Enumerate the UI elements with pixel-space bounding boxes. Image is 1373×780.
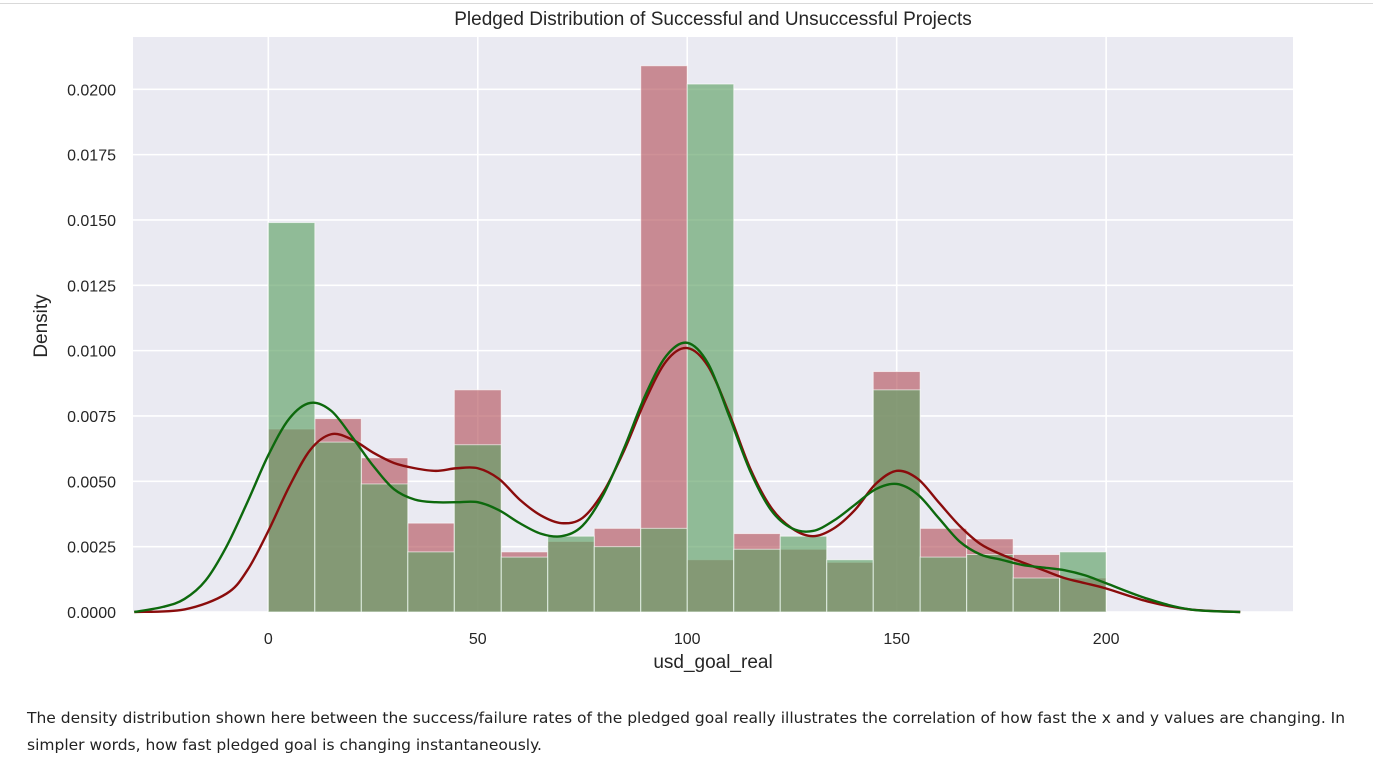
histogram-bar [453,444,502,613]
y-tick-label: 0.0025 [67,540,116,557]
histogram-bar [686,83,735,613]
y-tick-label: 0.0000 [67,605,116,622]
y-tick-label: 0.0150 [67,213,116,230]
y-tick-label: 0.0075 [67,409,116,426]
histogram-bar [547,535,595,613]
histogram-bar [360,483,409,613]
histogram-bar [640,65,688,613]
y-tick-label: 0.0175 [67,148,116,165]
histogram-bar [640,527,688,613]
histogram-bar [919,556,968,613]
y-tick-label: 0.0125 [67,278,116,295]
x-tick-label: 150 [883,631,910,648]
histogram-bar [733,548,781,613]
histogram-bar [1012,577,1061,613]
histogram-bar [314,441,362,613]
y-axis-label: Density [31,294,52,358]
histogram-bar [593,546,642,613]
histogram-bars [267,65,1107,613]
x-axis-label: usd_goal_real [653,652,772,673]
kde-curve-line [134,341,1241,614]
page-top-border [0,3,1373,4]
histogram-bar [872,389,921,613]
y-tick-label: 0.0100 [67,344,116,361]
y-tick-label: 0.0200 [67,82,116,99]
histogram-bar [407,551,455,613]
histogram-bar [966,554,1014,613]
x-tick-label: 200 [1093,631,1120,648]
x-tick-label: 50 [469,631,487,648]
x-axis-ticks: 0 50 100 150 200 [264,631,1120,648]
x-tick-label: 0 [264,631,273,648]
histogram-bar [826,559,874,613]
chart-title: Pledged Distribution of Successful and U… [454,9,971,30]
density-histogram-chart: 0.0000 0.0025 0.0050 0.0075 0.0100 0.0125 0.01… [31,9,1293,673]
histogram-bar [500,556,549,613]
x-tick-label: 100 [674,631,701,648]
y-tick-label: 0.0050 [67,474,116,491]
kde-curve-line [134,346,1241,614]
chart-caption: The density distribution shown here betw… [27,709,1346,754]
y-axis-ticks: 0.0000 0.0025 0.0050 0.0075 0.0100 0.0125 0.01… [67,82,116,622]
histogram-bar [779,535,828,613]
kde-curves [134,341,1241,614]
